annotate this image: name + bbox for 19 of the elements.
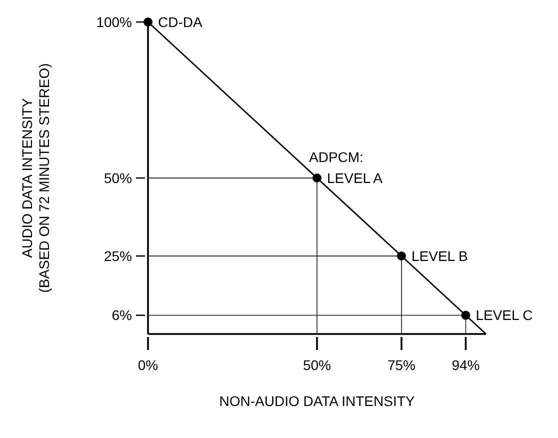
x-tick-label: 0%: [138, 357, 158, 373]
y-tick-label: 50%: [104, 170, 132, 186]
x-tick-label: 94%: [452, 357, 480, 373]
annotation: LEVEL A: [327, 170, 384, 186]
x-tick-label: 50%: [302, 357, 332, 373]
point: [397, 252, 406, 260]
annotation: LEVEL B: [412, 248, 468, 264]
annotation: LEVEL C: [476, 307, 533, 324]
point: [461, 310, 470, 320]
point: [144, 18, 152, 26]
y-tick-label: 6%: [112, 307, 132, 324]
y-axis-title: AUDIO DATA INTENSITY (BASED ON 72 MINUTES STEREO): [19, 63, 52, 293]
x-tick-label: 75%: [387, 357, 416, 373]
x-axis-title: NON-AUDIO DATA INTENSITY: [219, 393, 416, 409]
point: [312, 174, 322, 182]
annotation: ADPCM:: [309, 149, 364, 165]
y-tick-label: 25%: [104, 248, 132, 264]
y-tick-label: 100%: [96, 14, 132, 30]
annotation: CD-DA: [158, 14, 203, 30]
